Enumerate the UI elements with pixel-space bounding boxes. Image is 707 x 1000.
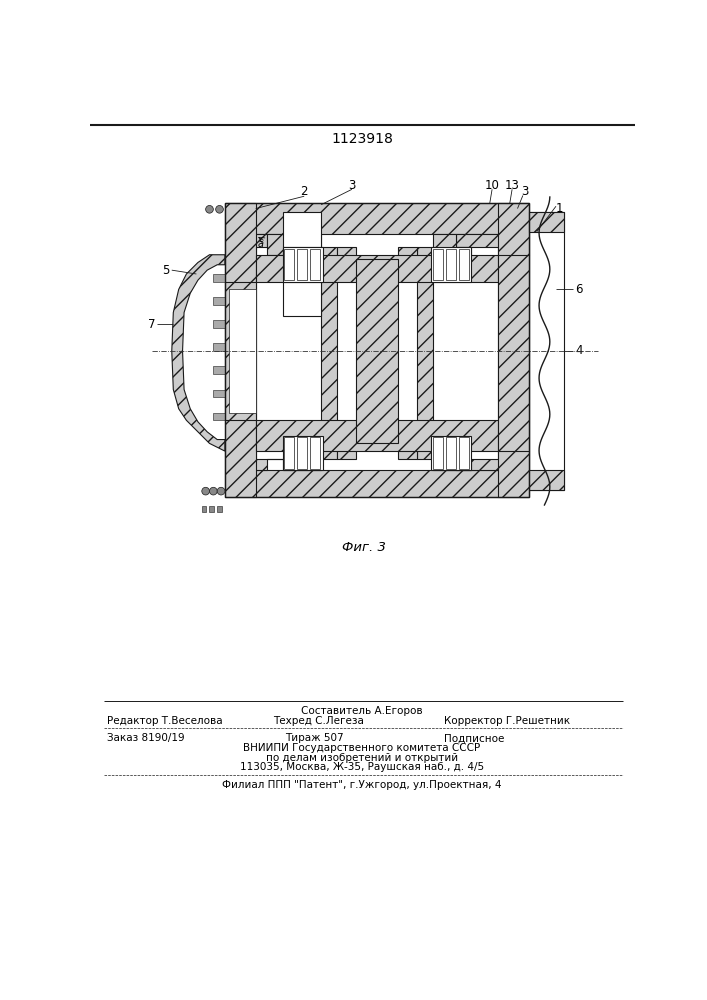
Bar <box>431 247 472 282</box>
Bar <box>214 413 225 420</box>
Polygon shape <box>456 234 529 255</box>
Polygon shape <box>529 212 563 490</box>
Text: 6: 6 <box>575 283 583 296</box>
Polygon shape <box>225 203 529 234</box>
Bar <box>283 282 321 316</box>
Circle shape <box>206 205 214 213</box>
Bar <box>209 506 214 512</box>
Circle shape <box>201 487 209 495</box>
Bar <box>310 249 320 280</box>
Polygon shape <box>498 203 529 497</box>
Text: 2: 2 <box>300 185 308 198</box>
Text: a: a <box>258 239 264 249</box>
Text: 4: 4 <box>575 344 583 358</box>
Polygon shape <box>498 255 529 451</box>
Polygon shape <box>229 289 256 413</box>
Bar <box>431 436 472 470</box>
Polygon shape <box>356 259 398 443</box>
Text: Корректор Г.Решетник: Корректор Г.Решетник <box>444 716 571 726</box>
Bar <box>214 366 225 374</box>
Bar <box>310 437 320 469</box>
Text: по делам изобретений и открытий: по делам изобретений и открытий <box>266 753 458 763</box>
Text: Редактор Т.Веселова: Редактор Т.Веселова <box>107 716 223 726</box>
Bar <box>283 436 322 470</box>
Bar <box>283 212 321 247</box>
Polygon shape <box>417 247 433 459</box>
Bar <box>297 437 308 469</box>
Circle shape <box>217 487 225 495</box>
Polygon shape <box>225 234 267 255</box>
Text: 1: 1 <box>556 202 563 215</box>
Bar <box>433 249 443 280</box>
Circle shape <box>209 487 217 495</box>
Bar <box>459 249 469 280</box>
Polygon shape <box>172 255 225 451</box>
Polygon shape <box>398 443 417 459</box>
Bar <box>283 247 322 282</box>
Text: 113035, Москва, Ж-35, Раушская наб., д. 4/5: 113035, Москва, Ж-35, Раушская наб., д. … <box>240 762 484 772</box>
Bar <box>446 437 456 469</box>
Bar <box>284 249 294 280</box>
Bar <box>459 437 469 469</box>
Text: Фиг. 3: Фиг. 3 <box>341 541 385 554</box>
Bar <box>214 320 225 328</box>
Bar <box>214 343 225 351</box>
Text: 1123918: 1123918 <box>331 132 393 146</box>
Polygon shape <box>225 451 267 470</box>
Bar <box>214 274 225 282</box>
Bar <box>297 249 308 280</box>
Text: 13: 13 <box>505 179 520 192</box>
Bar <box>214 389 225 397</box>
Polygon shape <box>267 234 321 255</box>
Bar <box>284 437 294 469</box>
Text: Подписное: Подписное <box>444 733 505 743</box>
Polygon shape <box>267 459 321 470</box>
Bar <box>225 203 529 497</box>
Polygon shape <box>456 451 529 470</box>
Text: 3: 3 <box>349 179 356 192</box>
Polygon shape <box>256 255 498 282</box>
Polygon shape <box>433 234 472 255</box>
Bar <box>201 506 206 512</box>
Polygon shape <box>337 247 356 259</box>
Text: ВНИИПИ Государственного комитета СССР: ВНИИПИ Государственного комитета СССР <box>243 743 481 753</box>
Polygon shape <box>256 282 498 420</box>
Polygon shape <box>398 247 417 259</box>
Polygon shape <box>337 443 356 459</box>
Text: Тираж 507: Тираж 507 <box>285 733 344 743</box>
Text: 7: 7 <box>148 318 156 331</box>
Polygon shape <box>433 459 472 470</box>
Bar <box>446 249 456 280</box>
Text: 3: 3 <box>522 185 529 198</box>
Bar <box>214 297 225 305</box>
Text: Филиал ППП "Патент", г.Ужгород, ул.Проектная, 4: Филиал ППП "Патент", г.Ужгород, ул.Проек… <box>222 780 502 790</box>
Polygon shape <box>225 282 256 420</box>
Polygon shape <box>225 203 256 497</box>
Polygon shape <box>256 420 498 451</box>
Polygon shape <box>321 247 337 459</box>
Bar <box>433 437 443 469</box>
Polygon shape <box>529 470 563 490</box>
Bar <box>217 506 222 512</box>
Polygon shape <box>225 470 529 497</box>
Text: 5: 5 <box>162 264 169 277</box>
Text: Составитель А.Егоров: Составитель А.Егоров <box>301 706 423 716</box>
Polygon shape <box>529 212 563 232</box>
Text: Техред С.Легеза: Техред С.Легеза <box>274 716 364 726</box>
Text: 10: 10 <box>484 179 500 192</box>
Circle shape <box>216 205 223 213</box>
Text: Заказ 8190/19: Заказ 8190/19 <box>107 733 185 743</box>
